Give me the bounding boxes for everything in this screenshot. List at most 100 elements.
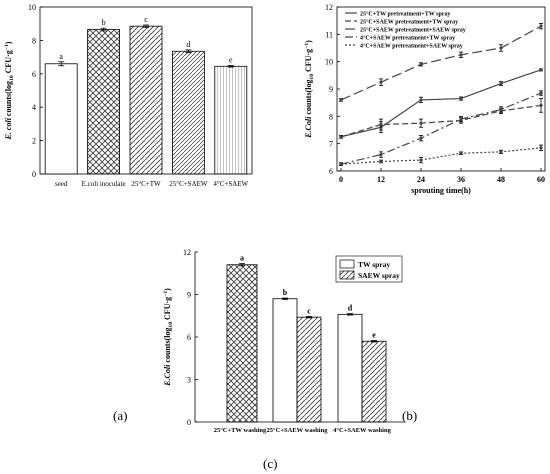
legend-entry-b: 25°C+SAEW pretreatment+SAEW spray: [360, 27, 466, 34]
significance-letter-c: d: [348, 304, 353, 313]
x-tick-label-b: 60: [537, 175, 545, 184]
x-tick-label-a: 25°C+SAEW: [169, 180, 208, 188]
bar-a: [171, 50, 205, 175]
data-point-b: [459, 53, 463, 57]
error-bar-a: [185, 49, 192, 53]
y-tick-label-c: 6: [187, 333, 191, 342]
series-line-b: [340, 147, 542, 165]
y-tick-label-c: 0: [187, 418, 191, 427]
legend-b: [343, 8, 468, 51]
significance-letter-a: d: [186, 40, 190, 49]
y-tick-label-a: 10: [28, 3, 36, 12]
x-tick-label-b: 48: [497, 175, 505, 184]
legend-swatch-c: [339, 270, 355, 280]
chart-b: 6 7 8 9 10 11 12 0 12 24 36 48 60 sprouting time(h) E.…: [304, 3, 546, 195]
x-tick-label-b: 0: [339, 175, 343, 184]
x-tick-label-b: 36: [457, 175, 465, 184]
panel-label-a: (a): [113, 408, 128, 423]
y-tick-label-b: 12: [325, 3, 333, 12]
data-point-b: [339, 135, 343, 139]
data-point-b: [379, 122, 383, 127]
chart-a: 0 2 4 6 8 10 a seed b E.coli inoculate c 25°C+TW d 25…: [4, 3, 253, 188]
error-bar-c: [347, 313, 353, 316]
error-bar-a: [143, 24, 149, 28]
error-bar-c: [239, 263, 245, 267]
y-tick-label-b: 8: [329, 112, 333, 121]
y-tick-label-c: 9: [187, 291, 191, 300]
data-point-b: [419, 136, 423, 140]
x-tick-label-a: 25°C+TW: [131, 180, 161, 188]
significance-letter-a: a: [59, 52, 63, 61]
y-tick-label-c: 3: [187, 376, 191, 385]
y-tick-label-b: 11: [325, 30, 333, 39]
error-bar-c: [282, 297, 288, 300]
legend-swatch-c: [339, 259, 355, 269]
bar-a: [44, 63, 78, 175]
significance-letter-a: b: [102, 18, 106, 27]
data-point-b: [339, 162, 343, 166]
data-point-b: [539, 146, 543, 150]
y-tick-label-c: 12: [183, 248, 191, 257]
y-tick-label-b: 7: [329, 140, 333, 149]
data-point-b: [379, 153, 383, 157]
significance-letter-c: a: [240, 254, 244, 263]
y-tick-label-b: 9: [329, 85, 333, 94]
x-tick-label-c: 25°C+TW washing: [214, 427, 267, 434]
significance-letter-c: b: [283, 288, 288, 297]
bar-c: [296, 316, 322, 423]
x-tick-label-c: 4°C+SAEW washing: [333, 427, 391, 434]
significance-letter-a: c: [144, 15, 148, 24]
legend-entry-c: SAEW spray: [358, 271, 400, 280]
data-point-b: [539, 103, 543, 107]
data-point-b: [419, 158, 423, 162]
data-point-b: [419, 98, 423, 102]
panel-label-c: (c): [263, 456, 278, 471]
legend-entry-c: TW spray: [358, 260, 390, 269]
error-bar-a: [227, 65, 234, 68]
bar-a: [129, 25, 163, 175]
data-point-b: [459, 151, 463, 155]
significance-letter-c: c: [307, 306, 311, 315]
legend-entry-b: 25°C+SAEW pretreatment+TW spray: [360, 19, 458, 26]
data-point-b: [539, 68, 543, 72]
x-tick-label-a: 4°C+SAEW: [213, 180, 248, 188]
data-point-b: [419, 121, 423, 125]
legend-entry-b: 4°C+SAEW pretreatment+SAEW spray: [360, 43, 463, 50]
x-tick-label-a: seed: [55, 180, 68, 188]
error-bar-a: [58, 61, 65, 67]
significance-letter-c: e: [372, 331, 376, 340]
data-point-b: [499, 81, 503, 86]
y-tick-label-b: 6: [329, 167, 333, 176]
legend-entry-b: 4°C+SAEW pretreatment+TW spray: [360, 35, 455, 42]
panel-label-b: (b): [402, 408, 418, 423]
data-point-b: [539, 91, 543, 95]
significance-letter-a: e: [229, 55, 233, 64]
bar-a: [214, 65, 248, 175]
series-line-b: [340, 69, 542, 138]
data-point-b: [459, 96, 463, 101]
bar-a: [87, 29, 120, 175]
x-tick-label-c: 25°C+SAEW washing: [267, 427, 329, 434]
bar-c: [337, 313, 363, 423]
bar-c: [272, 298, 298, 423]
y-axis-label-c: E.Coli counts(log10 CFU·g−1): [163, 288, 174, 387]
data-point-b: [499, 150, 503, 154]
chart-c: 0 3 6 9 12 a b c d e 25°C+TW washing 25°C+SAEW wash…: [163, 248, 405, 434]
y-tick-label-a: 0: [32, 170, 36, 179]
data-point-b: [379, 159, 383, 164]
series-line-b: [340, 92, 542, 165]
y-tick-label-a: 4: [32, 103, 36, 112]
y-axis-label-a: E. coli counts(log10 CFU·g−1): [4, 41, 15, 140]
series-line-b: [340, 104, 542, 138]
y-tick-label-a: 2: [32, 137, 36, 146]
data-point-b: [419, 62, 423, 66]
y-tick-label-a: 6: [32, 70, 36, 79]
y-axis-label-b: E.Coli counts(log10 CFU·g−1): [304, 40, 315, 139]
error-bar-c: [306, 316, 312, 319]
series-line-b: [340, 25, 542, 101]
x-axis-label-b: sprouting time(h): [411, 186, 471, 195]
y-tick-label-a: 8: [32, 36, 36, 45]
x-tick-label-b: 24: [417, 175, 425, 184]
y-tick-label-b: 10: [325, 58, 333, 67]
